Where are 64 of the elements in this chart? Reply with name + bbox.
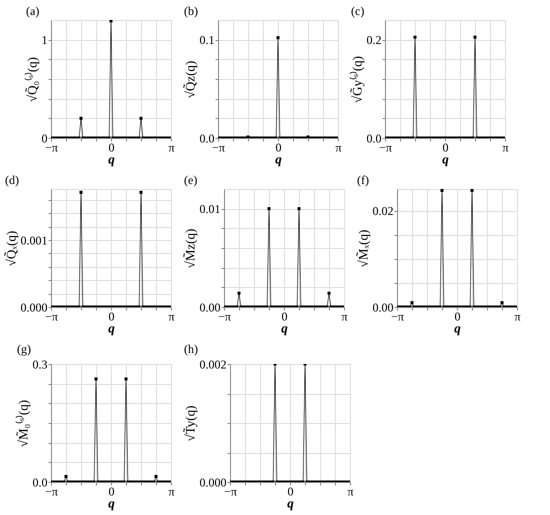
y-tick-label: 1 [42,33,48,48]
chart-title: (d) [5,173,19,187]
x-tick-label: π [168,140,175,154]
x-axis-title: q [281,320,288,336]
y-tick-label: 0.02 [372,204,394,218]
y-tick-label: 0.000 [200,476,226,490]
y-tick-label: 0 [42,132,48,146]
y-axis-title: √M̃₀⁽ˢ⁾(q) [16,400,30,448]
x-tick-label: −π [45,140,58,154]
y-axis-title: √Q̃ₓ(q) [4,230,18,266]
x-tick-label: 0 [276,140,282,154]
y-tick-label: 0.002 [200,358,226,372]
chart-title: (f) [357,173,369,187]
chart-title: (a) [26,4,40,18]
x-tick-label: π [168,484,175,498]
x-tick-label: 0 [108,484,114,498]
x-tick-label: −π [224,484,237,498]
y-tick-label: 0.000 [20,300,48,314]
x-tick-label: π [168,310,175,324]
x-axis-title: q [108,152,116,166]
x-axis-title: q [108,496,116,510]
y-axis-title: √G̃y⁽ˢ⁾(q) [350,56,364,103]
y-axis-title: √T̃y(q) [182,406,198,442]
chart-title: (h) [184,342,198,356]
x-axis-title: q [454,320,462,336]
x-tick-label: π [347,484,354,498]
chart-title: (e) [184,173,198,187]
x-tick-label: π [341,310,348,324]
x-tick-label: 0 [288,484,294,498]
x-tick-label: π [502,140,509,154]
x-tick-label: −π [45,310,58,324]
y-tick-label: 0.2 [366,33,382,48]
y-tick-label: 0.0 [32,476,48,490]
chart-title: (c) [351,4,364,18]
x-axis-title: q [275,152,282,166]
x-tick-label: 0 [454,310,460,324]
x-tick-label: π [514,310,521,324]
y-axis-title: √Q̃z(q) [182,60,198,98]
chart-title: (b) [184,4,198,18]
x-tick-label: −π [212,140,225,154]
y-axis-title: √Q̃₀⁽ˢ⁾(q) [24,57,40,102]
x-tick-label: π [335,140,342,154]
x-tick-label: −π [379,140,392,154]
y-tick-label: 0.00 [372,300,394,314]
chart-title: (g) [17,342,31,356]
x-tick-label: −π [218,310,231,324]
y-axis-title: √M̃z(q) [182,228,198,268]
x-tick-label: 0 [282,310,288,324]
y-tick-label: 0.001 [20,233,48,248]
x-tick-label: 0 [442,140,448,154]
x-tick-label: −π [45,484,58,498]
x-tick-label: −π [391,310,404,324]
y-tick-label: 0.01 [200,202,220,216]
x-tick-label: 0 [108,140,114,154]
x-axis-title: q [108,320,116,336]
y-tick-label: 0.1 [200,33,214,48]
x-axis-title: q [442,152,450,166]
y-tick-label: 0.3 [32,358,48,372]
x-tick-label: 0 [108,310,114,324]
x-axis-title: q [287,496,294,510]
y-axis-title: √M̃ₓ(q) [356,230,370,268]
y-tick-label: 0.0 [366,132,382,146]
y-tick-label: 0.00 [200,300,220,314]
y-tick-label: 0.0 [200,132,214,146]
